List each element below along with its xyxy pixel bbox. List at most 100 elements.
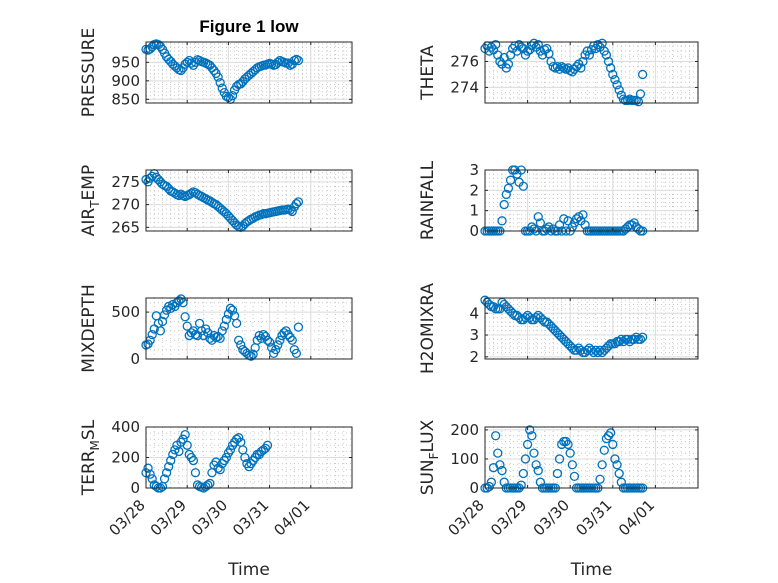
data-point [612,460,622,470]
data-point [159,474,170,484]
subplot-6: 2 3 4 H2OMIXRA [418,283,699,374]
data-point [520,454,531,464]
data-point [178,298,188,308]
y-tick-label: 850 [111,90,140,108]
data-point [225,445,236,455]
axes-box [484,297,699,360]
data-point [505,175,516,185]
y-tick-label: 3 [469,326,479,344]
data-point [608,439,618,450]
data-point [595,474,605,484]
data-point [635,89,646,99]
data-point [151,481,161,492]
data-point [147,474,157,484]
data-point [601,50,612,60]
data-point [234,433,244,443]
data-point [217,83,227,93]
data-point [612,80,622,90]
subplot-4: 0 1 2 3 RAINFALL [418,160,699,240]
data-point [571,214,582,224]
data-point [606,63,616,73]
axes-box [145,169,353,232]
y-tick-label: 276 [450,52,479,70]
data-point [599,445,609,455]
y-tick-label: 265 [111,218,140,236]
y-axis-label: SUNFLUX [418,419,441,495]
data-point [584,50,595,60]
y-tick-label: 200 [111,449,140,467]
axes-box [484,169,699,232]
data-point [561,436,571,447]
data-point [603,431,614,441]
data-point [569,471,580,482]
y-axis-label: THETA [418,45,438,101]
data-point [593,347,603,358]
x-tick-label: 03/30 [188,496,231,539]
data-point [637,332,648,342]
data-point [606,428,616,438]
x-tick-label: 03/29 [147,496,190,539]
data-point [552,468,563,479]
data-point [525,425,535,435]
data-point [174,446,184,457]
data-point [143,463,153,473]
data-point [499,52,509,63]
y-tick-label: 274 [450,78,479,96]
data-point [563,216,573,226]
data-point [231,318,242,328]
x-tick-label: 04/01 [270,496,313,539]
data-point [262,335,273,345]
data-point [552,62,563,72]
y-tick-label: 270 [111,196,140,214]
data-point [623,334,633,345]
y-tick-label: 900 [111,72,140,90]
data-point [559,63,569,73]
y-axis-label: TERRMSL [79,419,102,496]
data-point [531,460,541,470]
x-axis-label: Time [570,560,613,580]
data-point [180,429,190,440]
data-point [614,468,624,479]
data-point [571,345,582,355]
data-point [580,220,590,230]
data-point [157,316,168,327]
data-point [238,445,248,455]
y-tick-label: 1 [469,202,479,220]
axes-box [484,41,699,104]
y-tick-label: 0 [469,222,479,240]
data-point [287,206,297,217]
data-point [635,334,646,345]
data-point [533,465,543,476]
data-point [227,90,238,101]
data-point [499,199,509,210]
data-point [614,336,624,347]
data-point [221,314,231,325]
data-point [614,85,624,95]
data-point [578,210,588,220]
data-point [576,63,586,73]
data-point [170,445,180,455]
data-point [285,332,295,343]
y-axis-label: RAINFALL [418,160,438,240]
data-point [176,65,186,76]
data-point [571,62,582,72]
data-point [533,39,543,50]
data-point [291,199,302,209]
y-tick-label: 3 [469,161,479,179]
data-point [548,224,558,234]
data-point [262,440,273,450]
data-point [595,345,605,355]
subplot-2: 274 276 THETA [418,38,699,107]
data-point [213,72,223,82]
data-point [627,220,637,230]
axes-box [145,297,353,360]
y-tick-label: 2 [469,181,479,199]
data-point [597,460,607,470]
data-point [271,344,281,355]
data-point [518,181,528,191]
x-tick-label: 03/31 [229,496,272,539]
data-point [616,334,626,345]
data-point [497,216,507,226]
